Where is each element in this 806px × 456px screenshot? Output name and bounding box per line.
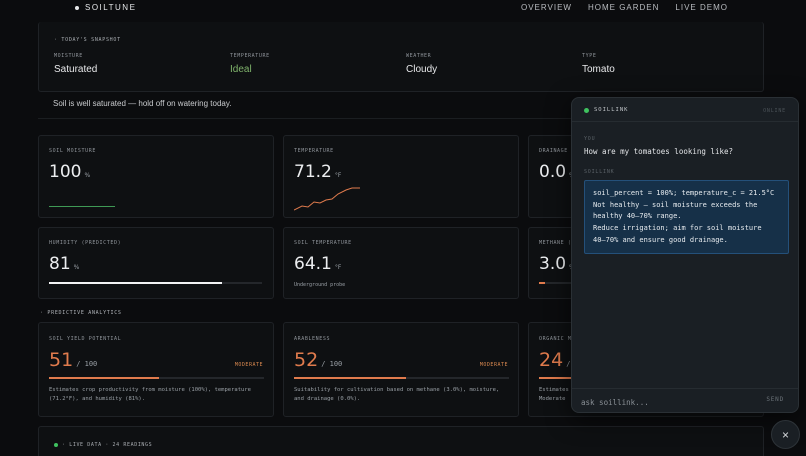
bot-line: healthy 40–70% range. <box>593 212 682 221</box>
soillink-chat-panel: SOILLINK ONLINE YOU How are my tomatoes … <box>571 97 799 413</box>
arableness-bar <box>294 377 509 379</box>
metric-label: HUMIDITY (PREDICTED) <box>49 240 122 246</box>
snapshot-summary: Soil is well saturated — hold off on wat… <box>53 99 232 108</box>
analytic-description: Estimates crop productivity from moistur… <box>49 387 251 402</box>
user-label: YOU <box>584 136 596 142</box>
humidity-bar <box>49 282 262 284</box>
top-nav: SOILTUNE OVERVIEW HOME GARDEN LIVE DEMO <box>0 0 806 16</box>
nav-links: OVERVIEW HOME GARDEN LIVE DEMO <box>521 3 728 12</box>
metric-label: METHANE (P <box>539 240 576 246</box>
analytic-score: 52/ 100 <box>294 349 343 371</box>
analytic-score: 51/ 100 <box>49 349 98 371</box>
moisture-value: Saturated <box>54 64 98 75</box>
nav-link-home-garden[interactable]: HOME GARDEN <box>587 3 660 12</box>
moisture-label: MOISTURE <box>54 53 83 59</box>
temperature-card: TEMPERATURE 71.2 °F <box>283 135 519 218</box>
yield-bar-fill <box>49 377 159 379</box>
analytic-status: MODERATE <box>479 362 508 368</box>
humidity-bar-fill <box>49 282 222 284</box>
temperature-sparkline <box>294 187 360 211</box>
metric-label: TEMPERATURE <box>294 148 334 154</box>
online-dot-icon <box>584 107 589 113</box>
snapshot-type: TYPE Tomato <box>582 53 615 75</box>
weather-label: WEATHER <box>406 53 432 59</box>
bot-line: Not healthy — soil moisture exceeds the <box>593 200 758 209</box>
bot-line: soil_percent = 100%; temperature_c = 21.… <box>593 189 775 197</box>
brand[interactable]: SOILTUNE <box>75 3 136 12</box>
user-message: How are my tomatoes looking like? <box>584 147 734 156</box>
live-data-label: · LIVE DATA · 24 READINGS <box>62 442 153 448</box>
methane-bar-fill <box>539 282 546 284</box>
yield-bar <box>49 377 264 379</box>
metric-value: 0.0% <box>539 162 575 182</box>
snapshot-title: · TODAY'S SNAPSHOT <box>54 37 121 43</box>
yield-card: SOIL YIELD POTENTIAL 51/ 100 MODERATE Es… <box>38 322 274 417</box>
humidity-card: HUMIDITY (PREDICTED) 81% <box>38 227 274 299</box>
analytic-label: ORGANIC MA <box>539 336 576 342</box>
bot-message: soil_percent = 100%; temperature_c = 21.… <box>584 180 789 254</box>
weather-value: Cloudy <box>406 64 438 75</box>
metric-value: 81% <box>49 254 80 274</box>
metric-value: 64.1 °F <box>294 254 342 274</box>
chat-title-text: SOILLINK <box>594 107 629 113</box>
snapshot-moisture: MOISTURE Saturated <box>54 53 97 75</box>
nav-link-overview[interactable]: OVERVIEW <box>520 3 572 12</box>
snapshot-weather: WEATHER Cloudy <box>406 53 437 75</box>
bot-label: SOILLINK <box>584 169 615 175</box>
metric-label: SOIL TEMPERATURE <box>294 240 352 246</box>
analytic-status: MODERATE <box>234 362 263 368</box>
type-label: TYPE <box>582 53 597 59</box>
analytic-label: SOIL YIELD POTENTIAL <box>49 336 122 342</box>
organic-bar-fill <box>539 377 591 379</box>
metric-value: 3.0% <box>539 254 575 274</box>
live-data-card: · LIVE DATA · 24 READINGS <box>38 426 764 456</box>
type-value: Tomato <box>582 64 615 75</box>
brand-name: SOILTUNE <box>85 3 137 12</box>
analytic-description: Suitability for cultivation based on met… <box>294 387 500 402</box>
metric-note: Underground probe <box>294 282 346 288</box>
close-chat-button[interactable]: × <box>771 420 800 449</box>
metric-label: DRAINAGE <box>539 148 568 154</box>
chat-status: ONLINE <box>763 108 786 114</box>
snapshot-temperature: TEMPERATURE Ideal <box>230 53 270 75</box>
arableness-bar-fill <box>294 377 406 379</box>
chat-header: SOILLINK ONLINE <box>572 98 798 122</box>
live-dot-icon <box>54 443 58 447</box>
snapshot-card: · TODAY'S SNAPSHOT MOISTURE Saturated TE… <box>38 22 764 92</box>
send-button[interactable]: SEND <box>766 396 784 403</box>
metric-label: SOIL MOISTURE <box>49 148 96 154</box>
analytic-description: Estimates Moderate <box>539 387 569 402</box>
temperature-value: Ideal <box>230 64 252 75</box>
bot-line: Reduce irrigation; aim for soil moisture <box>593 224 762 233</box>
metric-value: 100% <box>49 162 91 182</box>
chat-input[interactable] <box>581 395 751 409</box>
arableness-card: ARABLENESS 52/ 100 MODERATE Suitability … <box>283 322 519 417</box>
metric-value: 71.2 °F <box>294 162 342 182</box>
analytic-label: ARABLENESS <box>294 336 331 342</box>
temperature-label: TEMPERATURE <box>230 53 270 59</box>
moisture-trend-line <box>49 206 115 207</box>
soil-temperature-card: SOIL TEMPERATURE 64.1 °F Underground prob… <box>283 227 519 299</box>
brand-dot-icon <box>75 5 79 10</box>
chat-footer: SEND <box>572 388 798 412</box>
close-icon: × <box>781 427 789 442</box>
soil-moisture-card: SOIL MOISTURE 100% <box>38 135 274 218</box>
live-data-header[interactable]: · LIVE DATA · 24 READINGS <box>54 442 152 448</box>
nav-link-live-demo[interactable]: LIVE DEMO <box>675 3 728 12</box>
divider <box>38 118 764 119</box>
bot-line: 40–70% and ensure good drainage. <box>593 235 728 244</box>
analytics-section-title: · PREDICTIVE ANALYTICS <box>40 310 122 316</box>
chat-title: SOILLINK <box>584 107 629 113</box>
